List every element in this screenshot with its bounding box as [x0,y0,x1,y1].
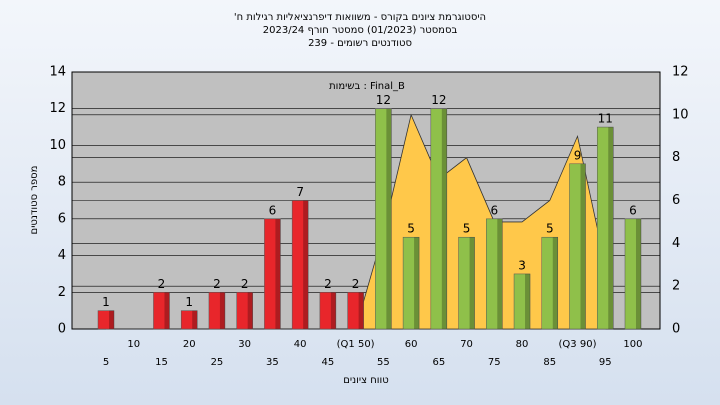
bar-shade [635,218,641,329]
bar [264,218,281,330]
bar [402,236,420,330]
bar-shade [497,218,503,329]
x-tick-label: 80 [516,339,529,350]
bar-shade [469,237,475,329]
x-tick-label: 65 [432,357,445,368]
value-label: 2 [213,277,221,291]
value-label: 11 [598,112,613,126]
bar [596,126,614,330]
x-tick-label: 25 [211,357,224,368]
bar-shade [192,310,198,329]
bar-shade [247,292,253,329]
x-tick-label: 55 [377,357,390,368]
y-tick-label: 2 [58,285,66,300]
value-label: 12 [376,93,391,107]
x-tick-label: 70 [460,339,473,350]
bar-shade [552,237,558,329]
value-label: 5 [463,222,471,236]
bar [319,292,337,330]
value-label: 9 [574,148,582,162]
bar-shade [580,163,586,329]
bar-shade [608,127,614,329]
value-label: 2 [324,277,332,291]
bar [208,292,226,330]
annotation: Final_B : בשימות [329,81,405,92]
y-tick-label: 10 [49,138,66,153]
bar-shade [414,237,420,329]
chart-subtitle: סטודנטים רשומים - 239 [308,38,412,49]
value-label: 6 [269,203,277,217]
x-tick-label: 20 [183,339,196,350]
bar [153,292,170,330]
bar-shade [386,108,392,329]
bar-shade [219,292,225,329]
y-tick-label: 4 [58,248,66,263]
x-tick-label: (Q3 90) [559,339,597,350]
bar-shade [330,292,336,329]
bar-shade [441,108,447,329]
bar-shade [303,200,309,329]
x-tick-label: 5 [103,357,109,368]
chart-title: היסטוגרמת ציונים בקורס - משוואות דיפרנצי… [234,12,486,23]
x-tick-label: 40 [294,339,307,350]
x-tick-label: 15 [155,357,168,368]
y2-tick-label: 0 [672,322,680,337]
bar [486,218,503,330]
value-label: 6 [629,203,637,217]
bar [541,236,559,330]
value-label: 2 [241,277,249,291]
bar-shade [164,292,170,329]
x-tick-label: 100 [623,339,642,350]
x-tick-label: (Q1 50) [337,339,375,350]
bar-shade [109,310,114,329]
y2-tick-label: 2 [672,279,680,294]
value-label: 12 [431,93,446,107]
y2-tick-label: 12 [672,65,689,80]
value-label: 1 [102,295,110,309]
bar [624,218,642,330]
y-axis-label: מספר סטודנטים [29,166,40,235]
y-tick-label: 14 [49,65,66,80]
bar [236,292,253,330]
value-label: 2 [352,277,360,291]
x-tick-label: 85 [543,357,556,368]
y-tick-label: 12 [49,101,66,116]
bar [513,273,531,330]
y-tick-label: 8 [58,175,66,190]
x-tick-label: 10 [127,339,140,350]
value-label: 5 [407,222,415,236]
bar [347,292,364,330]
bar [569,163,586,330]
x-tick-label: 45 [322,357,335,368]
bar [291,200,309,330]
bar-shade [525,273,531,329]
x-tick-label: 95 [599,357,612,368]
value-label: 2 [158,277,166,291]
y2-tick-label: 4 [672,236,680,251]
x-tick-label: 35 [266,357,279,368]
y2-tick-label: 6 [672,193,680,208]
bar-shade [275,218,281,329]
bar [430,108,448,330]
value-label: 1 [185,295,193,309]
bar-shade [358,292,364,329]
bar [375,108,392,330]
value-label: 6 [490,203,498,217]
chart-subtitle: בסמסטר (01/2023) סמסטר חורף 2023/24 [263,25,458,36]
y-tick-label: 0 [58,322,66,337]
x-tick-label: 60 [405,339,418,350]
value-label: 3 [518,258,526,272]
value-label: 7 [296,185,304,199]
y2-tick-label: 10 [672,107,689,122]
bar [97,310,115,330]
value-label: 5 [546,222,554,236]
bar [458,236,475,330]
y2-tick-label: 8 [672,150,680,165]
x-tick-label: 75 [488,357,501,368]
x-axis-label: טווח ציונים [343,375,388,386]
y-tick-label: 6 [58,211,66,226]
x-tick-label: 30 [238,339,251,350]
bar [180,310,198,330]
